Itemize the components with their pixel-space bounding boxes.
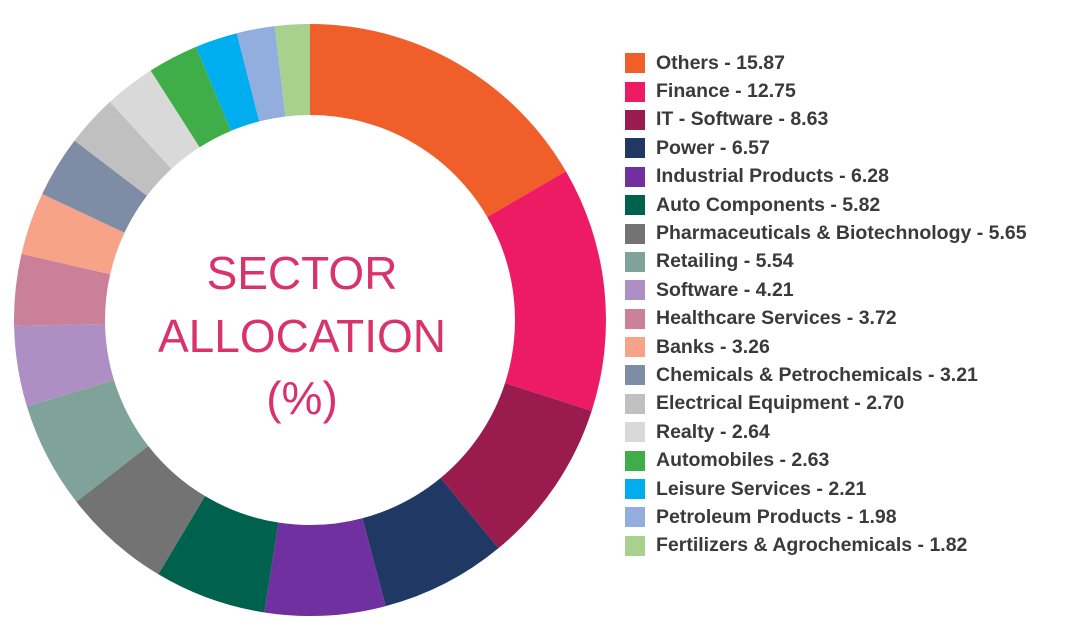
legend-swatch <box>625 81 645 102</box>
donut-slice-9 <box>14 324 114 407</box>
legend-item: Electrical Equipment - 2.70 <box>625 390 1027 418</box>
legend-swatch <box>625 422 645 443</box>
donut-slice-3 <box>440 383 592 549</box>
donut-slice-12 <box>42 140 147 233</box>
legend-label: Leisure Services - 2.21 <box>656 477 867 500</box>
legend-label: Chemicals & Petrochemicals - 3.21 <box>656 363 978 386</box>
legend-item: Petroleum Products - 1.98 <box>625 503 1027 531</box>
legend-swatch <box>625 535 645 556</box>
legend-label: Software - 4.21 <box>656 278 794 301</box>
legend-item: Finance - 12.75 <box>625 77 1027 105</box>
legend-label: Power - 6.57 <box>656 136 770 159</box>
legend-swatch <box>625 393 645 414</box>
legend-label: Others - 15.87 <box>656 51 785 74</box>
legend-label: IT - Software - 8.63 <box>656 108 829 131</box>
legend-swatch <box>625 280 645 301</box>
legend-label: Finance - 12.75 <box>656 80 796 103</box>
donut-slice-13 <box>74 101 172 196</box>
legend-label: Healthcare Services - 3.72 <box>656 307 897 330</box>
donut-slice-1 <box>310 24 566 217</box>
legend-swatch <box>625 109 645 130</box>
legend-swatch <box>625 365 645 386</box>
legend-item: Leisure Services - 2.21 <box>625 475 1027 503</box>
legend-swatch <box>625 223 645 244</box>
legend-item: Software - 4.21 <box>625 276 1027 304</box>
donut-slices <box>14 24 607 617</box>
legend-item: Power - 6.57 <box>625 134 1027 162</box>
chart-title-line-2: ALLOCATION <box>158 310 446 362</box>
donut-slice-6 <box>158 496 279 613</box>
donut-slice-7 <box>76 445 205 575</box>
legend-item: Others - 15.87 <box>625 49 1027 77</box>
donut-slice-8 <box>26 379 149 502</box>
donut-chart: SECTOR ALLOCATION (%) <box>14 24 607 617</box>
donut-slice-15 <box>150 46 232 148</box>
donut-slice-11 <box>21 194 125 275</box>
legend-item: Chemicals & Petrochemicals - 3.21 <box>625 361 1027 389</box>
legend-label: Industrial Products - 6.28 <box>656 165 889 188</box>
donut-slice-18 <box>274 24 310 117</box>
legend-label: Electrical Equipment - 2.70 <box>656 392 905 415</box>
legend-swatch <box>625 337 645 358</box>
legend-item: Industrial Products - 6.28 <box>625 163 1027 191</box>
legend-label: Auto Components - 5.82 <box>656 193 881 216</box>
legend-swatch <box>625 166 645 187</box>
donut-slice-4 <box>362 478 499 607</box>
legend-swatch <box>625 195 645 216</box>
legend-label: Automobiles - 2.63 <box>656 449 830 472</box>
legend-swatch <box>625 450 645 471</box>
legend-swatch <box>625 507 645 528</box>
donut-slice-2 <box>487 171 607 411</box>
legend-item: Pharmaceuticals & Biotechnology - 5.65 <box>625 219 1027 247</box>
donut-slice-10 <box>14 253 111 326</box>
chart-title-line-3: (%) <box>266 372 338 424</box>
legend-swatch <box>625 479 645 500</box>
legend-item: Realty - 2.64 <box>625 418 1027 446</box>
legend-swatch <box>625 138 645 159</box>
legend-label: Pharmaceuticals & Biotechnology - 5.65 <box>656 222 1027 245</box>
chart-legend: Others - 15.87 Finance - 12.75 IT - Softwa… <box>625 49 1027 560</box>
legend-swatch <box>625 53 645 74</box>
legend-swatch <box>625 308 645 329</box>
donut-slice-17 <box>236 26 286 122</box>
donut-slice-5 <box>264 518 386 617</box>
legend-label: Realty - 2.64 <box>656 420 770 443</box>
legend-item: Fertilizers & Agrochemicals - 1.82 <box>625 532 1027 560</box>
legend-item: Healthcare Services - 3.72 <box>625 305 1027 333</box>
legend-item: Auto Components - 5.82 <box>625 191 1027 219</box>
chart-title-line-1: SECTOR <box>207 247 398 299</box>
legend-label: Banks - 3.26 <box>656 335 770 358</box>
legend-item: IT - Software - 8.63 <box>625 106 1027 134</box>
legend-label: Petroleum Products - 1.98 <box>656 505 897 528</box>
legend-item: Banks - 3.26 <box>625 333 1027 361</box>
legend-item: Automobiles - 2.63 <box>625 446 1027 474</box>
legend-label: Fertilizers & Agrochemicals - 1.82 <box>656 534 968 557</box>
legend-item: Retailing - 5.54 <box>625 248 1027 276</box>
legend-label: Retailing - 5.54 <box>656 250 794 273</box>
donut-slice-16 <box>195 33 260 131</box>
legend-swatch <box>625 251 645 272</box>
donut-slice-14 <box>109 70 200 169</box>
